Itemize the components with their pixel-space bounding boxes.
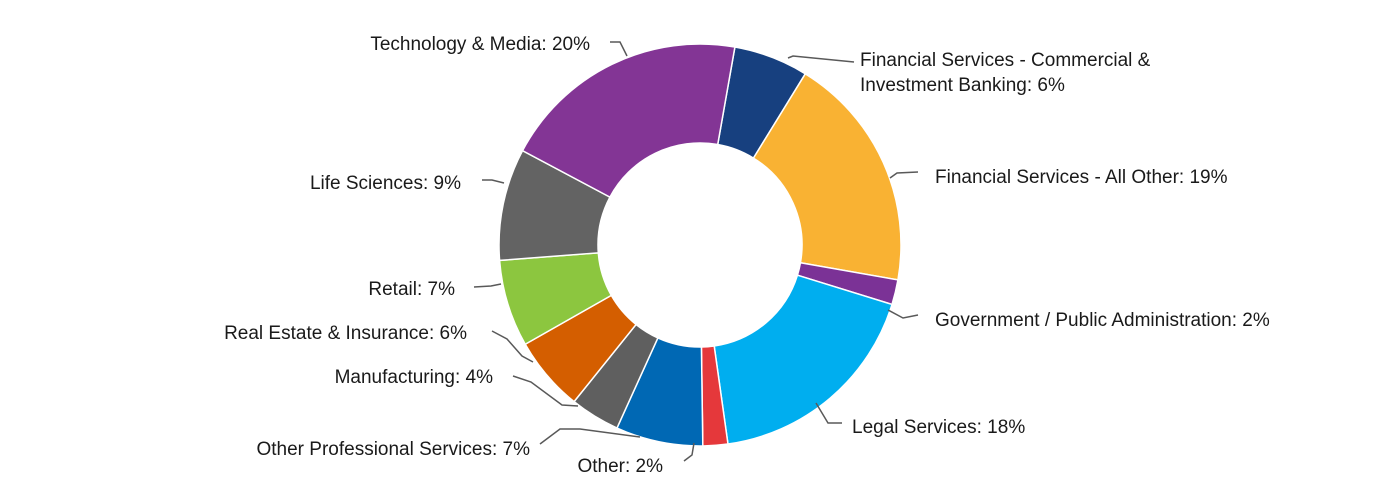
data-label-real-estate-and-insurance: Real Estate & Insurance: 6% [224, 323, 467, 344]
slice-technology-and-media [521, 43, 736, 199]
data-label-manufacturing: Manufacturing: 4% [335, 367, 494, 388]
slices-layer [498, 43, 902, 447]
data-label-line: Technology & Media: 20% [370, 34, 590, 55]
data-label-legal-services: Legal Services: 18% [852, 417, 1025, 438]
data-label-line: Financial Services - All Other: 19% [935, 167, 1228, 188]
data-label-line: Investment Banking: 6% [860, 75, 1065, 96]
leader-line-real-estate-and-insurance [491, 330, 534, 363]
leader-line-legal-services [815, 402, 842, 424]
data-label-line: Manufacturing: 4% [335, 367, 494, 388]
leader-line-technology-and-media [610, 41, 628, 57]
data-label-other-professional-services: Other Professional Services: 7% [256, 439, 530, 460]
leader-line-financial-services-commercial-and-investment-banking [787, 55, 855, 63]
data-label-line: Real Estate & Insurance: 6% [224, 323, 467, 344]
leader-lines-layer [473, 41, 919, 462]
data-label-financial-services-all-other: Financial Services - All Other: 19% [935, 167, 1228, 188]
slice-financial-services-all-other [752, 72, 902, 281]
data-label-technology-and-media: Technology & Media: 20% [370, 34, 590, 55]
leader-line-other [683, 442, 695, 462]
data-label-line: Legal Services: 18% [852, 417, 1025, 438]
data-label-line: Retail: 7% [368, 279, 455, 300]
slice-legal-services [713, 274, 893, 445]
leader-line-financial-services-all-other [889, 171, 919, 179]
data-label-line: Financial Services - Commercial & [860, 50, 1151, 71]
data-label-line: Government / Public Administration: 2% [935, 310, 1270, 331]
data-label-line: Other Professional Services: 7% [256, 439, 530, 460]
leader-line-life-sciences [482, 179, 505, 184]
data-label-line: Other: 2% [577, 456, 663, 477]
leader-line-retail [473, 283, 502, 288]
leader-line-other-professional-services [539, 428, 641, 445]
data-label-line: Life Sciences: 9% [310, 173, 461, 194]
data-label-government-public-administration: Government / Public Administration: 2% [935, 310, 1270, 331]
data-labels-layer: Financial Services - Commercial & Investm… [224, 34, 1270, 477]
leader-line-government-public-administration [887, 309, 919, 319]
data-label-life-sciences: Life Sciences: 9% [310, 173, 461, 194]
leader-line-manufacturing [512, 375, 579, 407]
data-label-financial-services-commercial-and-investment-banking: Financial Services - Commercial & Investm… [860, 50, 1151, 96]
data-label-other: Other: 2% [577, 456, 663, 477]
data-label-retail: Retail: 7% [368, 279, 455, 300]
